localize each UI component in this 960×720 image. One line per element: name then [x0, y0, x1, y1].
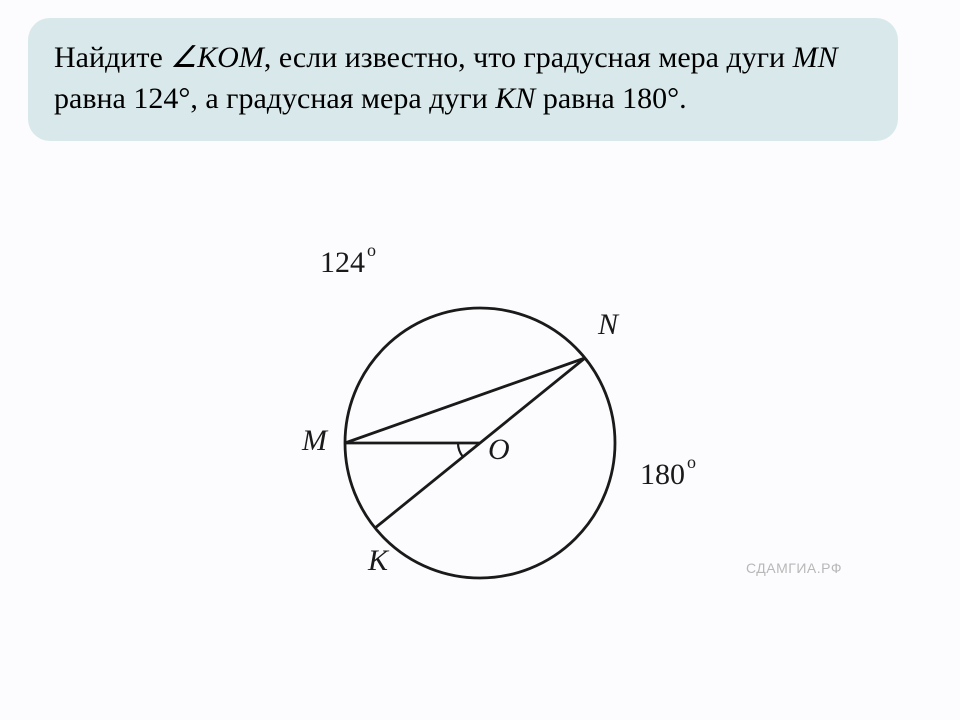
circle-diagram: 124o 180o N M O K: [250, 248, 710, 648]
arc-kn-name: KN: [495, 82, 535, 115]
chord-mn: [345, 358, 585, 443]
text-suffix: равна 180°.: [535, 82, 686, 115]
text-mid1: , если известно, что градусная мера дуги: [264, 41, 793, 74]
text-prefix: Найдите: [54, 41, 170, 74]
label-point-m: M: [302, 424, 327, 458]
watermark: СДАМГИА.РФ: [746, 560, 842, 576]
page: Найдите ∠KOM, если известно, что градусн…: [0, 0, 960, 720]
arc-mn-name: MN: [793, 41, 838, 74]
text-mid2: равна 124°, а градусная мера дуги: [54, 82, 495, 115]
angle-kom: ∠KOM: [170, 41, 264, 74]
label-point-n: N: [598, 308, 618, 342]
problem-box: Найдите ∠KOM, если известно, что градусн…: [28, 18, 898, 141]
label-arc-kn: 180o: [640, 458, 694, 492]
angle-marker-kom: [458, 443, 463, 457]
label-point-o: O: [488, 433, 510, 467]
label-point-k: K: [368, 544, 388, 578]
label-arc-mn: 124o: [320, 246, 374, 280]
problem-text: Найдите ∠KOM, если известно, что градусн…: [54, 38, 872, 119]
